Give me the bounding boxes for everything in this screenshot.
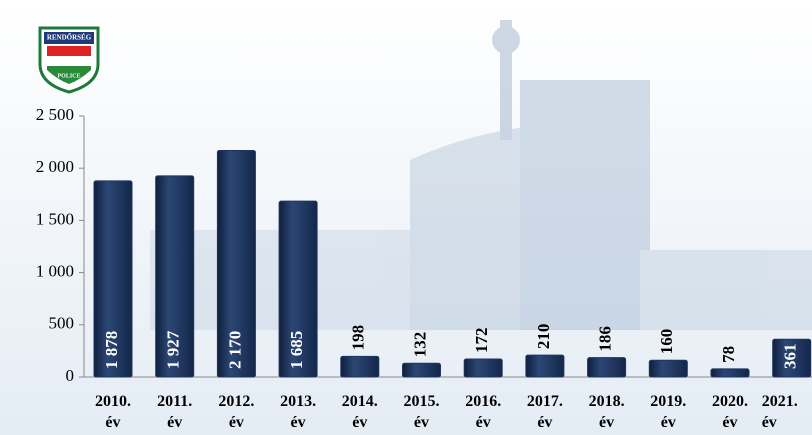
x-tick-label: 2018. év (588, 393, 625, 431)
x-tick-label: 2017. év (526, 393, 563, 431)
y-tick-label: 0 (66, 366, 75, 385)
bar (710, 368, 750, 378)
value-label: 361 (781, 344, 800, 370)
bar (216, 149, 256, 378)
bar (340, 355, 380, 378)
bar (772, 338, 812, 378)
x-tick-label: 2019. év (650, 393, 687, 431)
value-label: 160 (657, 329, 676, 355)
x-tick-label: 2015. év (403, 393, 440, 431)
x-tick-label: 2014. év (341, 393, 378, 431)
value-label: 186 (596, 326, 615, 352)
logo-bottom-text: POLICE (57, 73, 80, 79)
x-tick-label: 2011. év (157, 393, 193, 431)
value-label: 1 927 (164, 330, 183, 369)
bar (463, 358, 503, 378)
bar (93, 180, 133, 378)
police-logo: RENDŐRSÉG POLICE (38, 26, 100, 94)
x-tick-label: 2020. év (711, 393, 748, 431)
value-label: 198 (349, 325, 368, 351)
bar (155, 175, 195, 378)
x-tick-label: 2012. év (218, 393, 255, 431)
y-tick-label: 500 (49, 314, 75, 333)
bar (648, 359, 688, 378)
y-tick-label: 1 500 (36, 209, 74, 228)
y-tick-label: 2 500 (36, 105, 74, 124)
x-tick-label: 2016. év (465, 393, 502, 431)
y-tick-label: 1 000 (36, 262, 74, 281)
bar (278, 200, 318, 378)
x-tick-label: 2021. év (761, 393, 798, 431)
value-label: 2 170 (225, 331, 244, 369)
value-label: 1 878 (102, 331, 121, 369)
bar (401, 362, 441, 378)
value-label: 1 685 (287, 331, 306, 369)
logo-top-text: RENDŐRSÉG (47, 34, 92, 42)
value-label: 210 (534, 324, 553, 350)
bar (525, 354, 565, 378)
x-tick-label: 2010. év (94, 393, 131, 431)
y-tick-label: 2 000 (36, 157, 74, 176)
x-tick-label: 2013. év (280, 393, 317, 431)
value-label: 172 (472, 328, 491, 354)
value-label: 132 (410, 332, 429, 358)
bar (587, 357, 627, 378)
value-label: 78 (719, 346, 738, 363)
